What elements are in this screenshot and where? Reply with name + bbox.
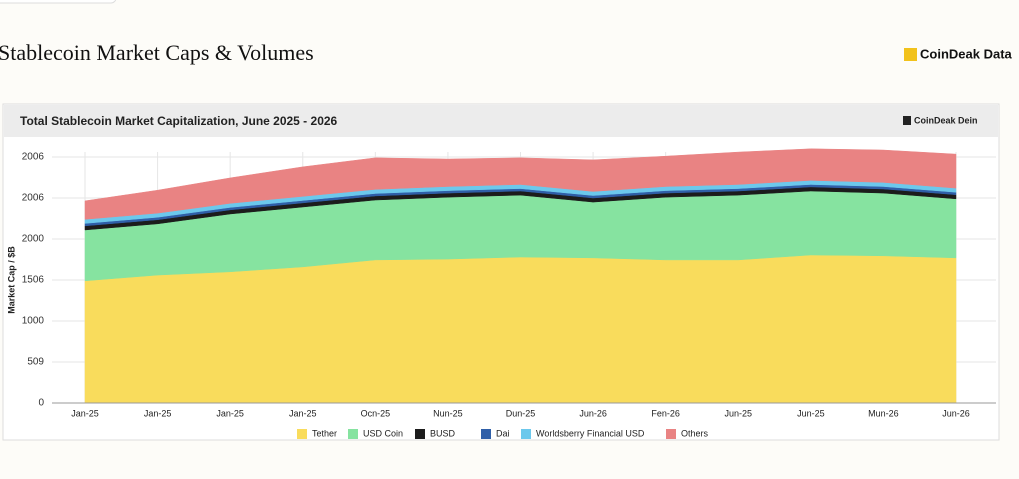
legend-swatch — [348, 429, 358, 439]
brand-icon — [904, 48, 917, 61]
area — [84, 254, 957, 404]
top-button[interactable] — [0, 0, 117, 4]
legend-label: USD Coin — [363, 428, 403, 438]
chart-source: CoinDeak Dein — [914, 115, 978, 125]
y-tick-label: 0 — [38, 398, 44, 409]
legend-swatch — [666, 429, 676, 439]
x-tick-label: Fen-26 — [651, 408, 680, 418]
legend-swatch — [297, 429, 307, 439]
brand: CoinDeak Data — [920, 46, 1013, 61]
x-tick-label: Dun-25 — [506, 408, 536, 418]
area — [84, 148, 957, 220]
legend-swatch — [521, 429, 531, 439]
legend-label: Dai — [496, 428, 510, 438]
y-tick-label: 2006 — [22, 152, 45, 163]
y-tick-label: 509 — [27, 357, 44, 368]
x-tick-label: Jan-25 — [144, 408, 172, 418]
y-axis-label: Market Cap / $B — [6, 246, 16, 314]
legend-swatch — [481, 429, 491, 439]
legend-swatch — [415, 429, 425, 439]
legend-label: BUSD — [430, 428, 456, 438]
source-icon — [903, 116, 911, 125]
x-tick-label: Nun-25 — [433, 408, 463, 418]
chart-title: Total Stablecoin Market Capitalization, … — [20, 114, 338, 128]
x-tick-label: Jan-25 — [216, 408, 244, 418]
legend-label: Worldsberry Financial USD — [536, 428, 645, 438]
y-tick-label: 1506 — [22, 275, 45, 286]
legend-label: Others — [681, 428, 709, 438]
page-title: Stablecoin Market Caps & Volumes — [0, 40, 314, 65]
x-tick-label: Jan-25 — [71, 408, 99, 418]
x-tick-label: Jun-26 — [942, 408, 970, 418]
chart-header — [4, 105, 998, 137]
x-tick-label: Jun-26 — [579, 408, 607, 418]
y-tick-label: 1000 — [22, 316, 45, 327]
x-tick-label: Jan-25 — [289, 408, 317, 418]
y-tick-label: 2006 — [22, 193, 45, 204]
y-tick-label: 2000 — [22, 234, 45, 245]
x-tick-label: Jun-25 — [724, 408, 752, 418]
legend-label: Tether — [312, 428, 337, 438]
x-tick-label: Ocn-25 — [361, 408, 391, 418]
x-tick-label: Mun-26 — [868, 408, 899, 418]
x-tick-label: Jun-25 — [797, 408, 825, 418]
